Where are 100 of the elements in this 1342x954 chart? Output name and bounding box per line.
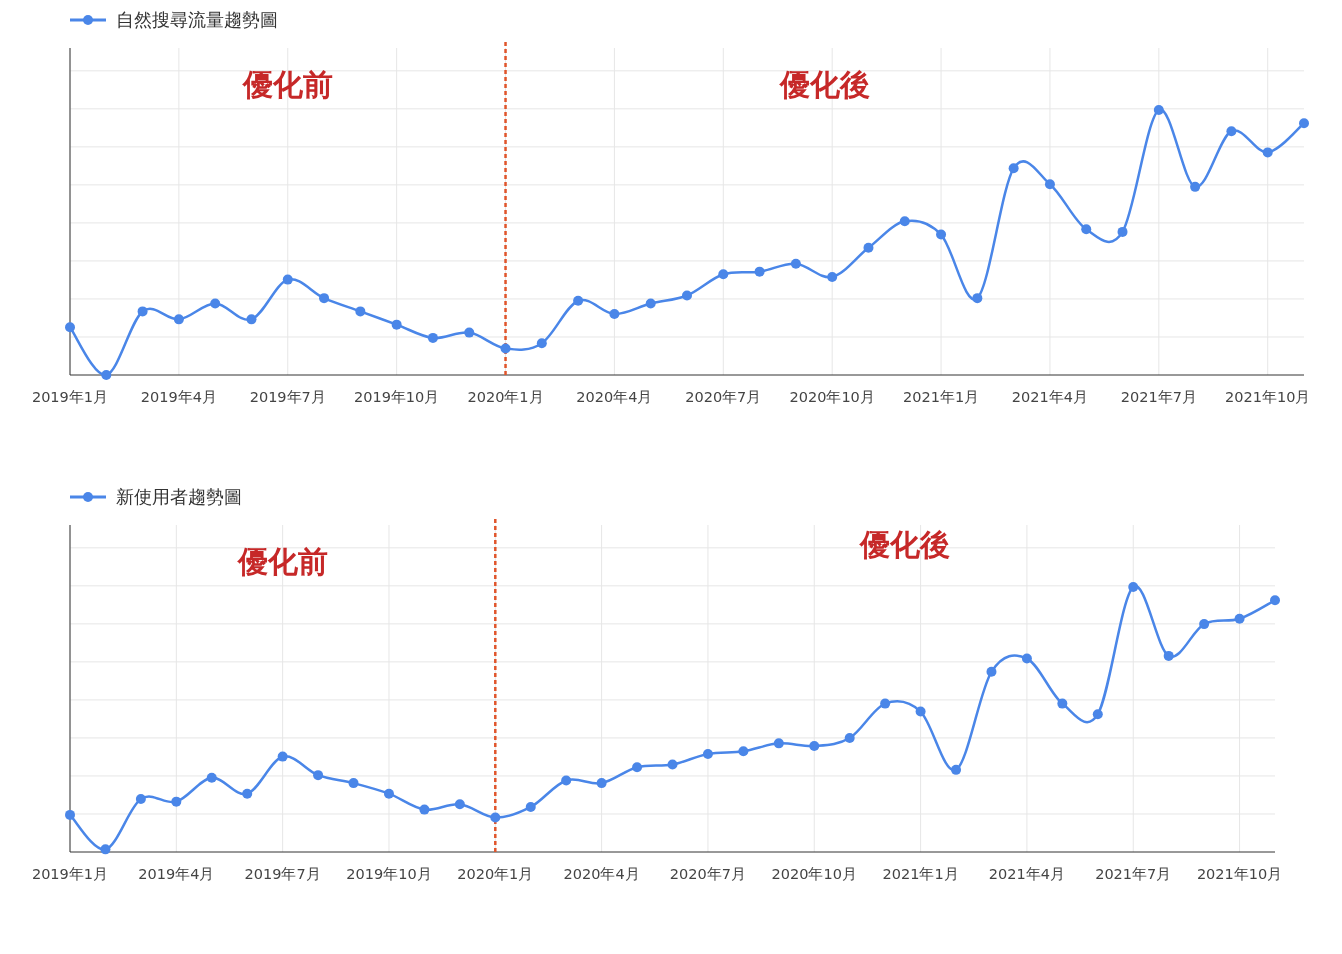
x-tick-label: 2020年4月 — [563, 866, 640, 882]
point — [596, 778, 607, 789]
point — [773, 738, 784, 749]
x-tick-label: 2021年10月 — [1196, 866, 1283, 882]
point — [645, 298, 656, 309]
point — [790, 258, 801, 269]
x-tick-label: 2021年1月 — [882, 866, 959, 882]
point — [246, 314, 257, 325]
point — [754, 266, 765, 277]
point — [632, 762, 643, 773]
point — [1044, 179, 1055, 190]
point — [391, 319, 402, 330]
legend-label: 自然搜尋流量趨勢圖 — [116, 9, 278, 30]
point — [1057, 698, 1068, 709]
point — [313, 770, 324, 781]
point — [454, 799, 465, 810]
point — [951, 764, 962, 775]
point — [277, 751, 288, 762]
point — [1234, 613, 1245, 624]
point — [1081, 224, 1092, 235]
point — [718, 269, 729, 280]
x-tick-label: 2019年4月 — [140, 389, 217, 405]
point — [464, 327, 475, 338]
point — [1226, 126, 1237, 137]
point — [1117, 226, 1128, 237]
point — [702, 748, 713, 759]
x-tick-label: 2020年10月 — [771, 866, 857, 882]
point — [101, 370, 112, 380]
point — [827, 271, 838, 282]
x-tick-label: 2019年1月 — [31, 389, 109, 405]
point — [171, 796, 182, 807]
point — [490, 812, 501, 823]
x-tick-label: 2020年7月 — [669, 866, 747, 882]
point — [1199, 619, 1210, 630]
point — [100, 844, 111, 855]
text: 優化後 — [778, 67, 870, 102]
point — [137, 306, 148, 317]
point — [173, 314, 184, 325]
text: 優化後 — [859, 527, 951, 562]
point — [1190, 181, 1201, 192]
text: 優化前 — [236, 544, 328, 579]
x-tick-label: 2019年10月 — [346, 866, 432, 882]
point — [809, 741, 820, 751]
point — [1008, 163, 1019, 174]
point — [65, 322, 75, 333]
point — [1128, 582, 1139, 592]
point — [65, 809, 75, 820]
point — [1163, 650, 1174, 661]
point — [206, 772, 217, 783]
point — [667, 759, 678, 770]
x-tick-label: 2020年10月 — [789, 389, 875, 405]
x-tick-label: 2019年1月 — [31, 866, 109, 882]
point — [319, 293, 330, 304]
point — [500, 343, 511, 354]
point — [609, 309, 620, 320]
point — [1262, 147, 1273, 158]
point — [210, 298, 221, 309]
x-tick-label: 2019年10月 — [353, 389, 440, 405]
point — [135, 794, 146, 804]
x-tick-label: 2021年7月 — [1095, 866, 1172, 882]
point — [863, 242, 874, 253]
point — [1153, 105, 1164, 115]
point — [536, 338, 547, 349]
x-tick-label: 2020年4月 — [576, 389, 653, 405]
x-tick-label: 2021年4月 — [1011, 389, 1089, 405]
point — [682, 290, 692, 301]
point — [915, 706, 926, 717]
x-tick-label: 2020年7月 — [685, 389, 762, 405]
point — [355, 306, 366, 317]
point — [242, 788, 253, 799]
point — [972, 293, 983, 304]
point — [986, 666, 997, 677]
point — [1092, 709, 1103, 720]
x-tick-label: 2019年7月 — [244, 866, 321, 882]
x-tick-label: 2019年4月 — [138, 866, 215, 882]
x-tick-label: 2019年7月 — [249, 389, 326, 405]
legend-label: 新使用者趨勢圖 — [116, 486, 242, 507]
point — [738, 746, 749, 757]
point — [573, 295, 584, 306]
point — [525, 801, 536, 812]
point — [1299, 118, 1309, 129]
point — [419, 804, 430, 815]
x-tick-label: 2021年4月 — [988, 866, 1065, 882]
point — [561, 775, 572, 786]
text: 優化前 — [241, 67, 333, 102]
x-tick-label: 2020年1月 — [467, 389, 544, 405]
point — [844, 733, 855, 744]
point — [383, 788, 394, 799]
x-tick-label: 2021年1月 — [902, 389, 980, 405]
point — [899, 216, 910, 227]
x-tick-label: 2021年7月 — [1120, 389, 1197, 405]
point — [427, 332, 438, 343]
point — [936, 229, 947, 240]
point — [348, 778, 359, 789]
point — [1021, 653, 1032, 664]
x-tick-label: 2020年1月 — [457, 866, 534, 882]
point — [880, 698, 891, 709]
point — [282, 274, 293, 285]
point — [1270, 595, 1280, 606]
x-tick-label: 2021年10月 — [1225, 389, 1311, 405]
